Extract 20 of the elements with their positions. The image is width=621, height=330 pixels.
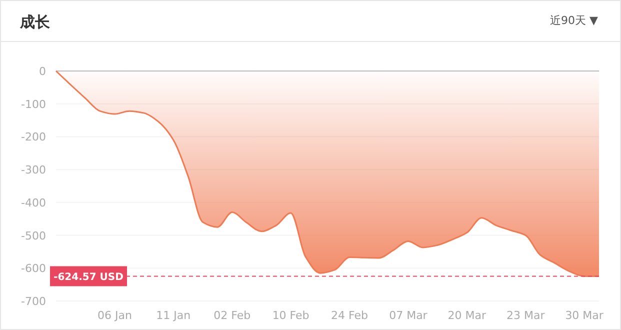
y-tick-label: -100 xyxy=(21,98,46,111)
y-tick-label: -400 xyxy=(21,196,46,210)
x-tick-label: 11 Jan xyxy=(156,309,191,322)
x-tick-label: 07 Mar xyxy=(389,309,428,322)
y-tick-label: -500 xyxy=(21,229,46,242)
x-tick-label: 23 Mar xyxy=(506,309,546,322)
x-tick-label: 24 Feb xyxy=(331,309,368,322)
y-tick-label: -200 xyxy=(21,130,46,144)
x-tick-label: 06 Jan xyxy=(97,309,132,322)
y-tick-label: -700 xyxy=(21,295,46,308)
x-tick-label: 30 Mar xyxy=(565,309,604,322)
y-tick-label: -600 xyxy=(21,262,46,276)
x-tick-label: 02 Feb xyxy=(214,309,251,322)
x-tick-label: 10 Feb xyxy=(272,309,310,322)
x-tick-label: 20 Mar xyxy=(448,309,487,322)
text: 近90天 ▼ xyxy=(550,14,599,27)
y-tick-label: -300 xyxy=(21,164,46,177)
y-tick-label: 0 xyxy=(39,65,46,78)
ref-line-label: -624.57 USD xyxy=(54,272,124,284)
chart-title: 成长 xyxy=(19,13,51,31)
